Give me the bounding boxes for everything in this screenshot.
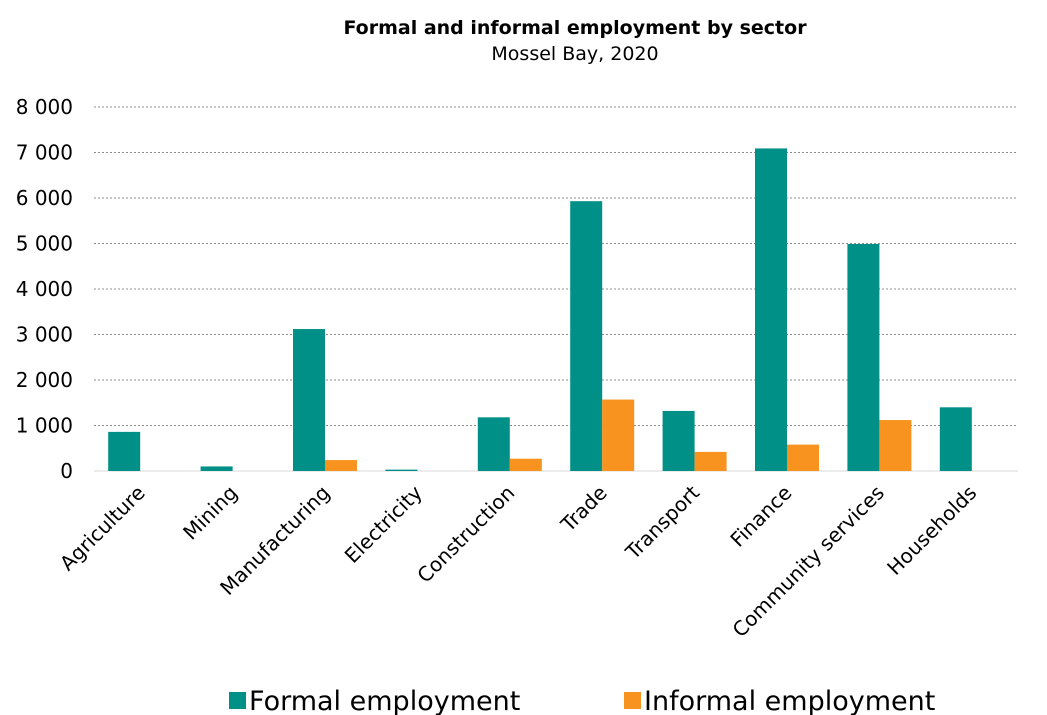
y-tick-label: 0 <box>60 459 73 483</box>
bar-formal-trade <box>570 201 603 471</box>
bars <box>108 148 972 471</box>
y-tick-label: 5 000 <box>16 232 73 256</box>
bar-formal-manufacturing <box>293 329 325 471</box>
x-tick-label: Community services <box>728 481 889 642</box>
x-tick-label: Households <box>882 481 981 580</box>
bar-informal-trade <box>602 399 635 471</box>
bar-formal-households <box>939 407 972 471</box>
y-tick-label: 7 000 <box>16 141 73 165</box>
y-tick-label: 3 000 <box>16 323 73 347</box>
gridlines <box>94 106 1018 426</box>
x-tick-label: Finance <box>725 481 796 552</box>
y-tick-label: 8 000 <box>16 95 73 119</box>
bar-formal-community-services <box>847 243 880 471</box>
bar-formal-agriculture <box>108 431 141 471</box>
bar-informal-construction <box>509 458 542 471</box>
bar-formal-mining <box>200 466 233 471</box>
bar-informal-transport <box>694 451 727 471</box>
x-tick-label: Transport <box>620 480 704 564</box>
bar-formal-transport <box>662 410 695 471</box>
bar-informal-community-services <box>879 420 912 471</box>
bar-formal-electricity <box>385 469 418 471</box>
chart-subtitle: Mossel Bay, 2020 <box>491 43 658 65</box>
legend: Formal employment Informal employment <box>229 686 935 715</box>
bar-formal-construction <box>477 417 510 471</box>
bar-informal-manufacturing <box>325 460 357 471</box>
bar-informal-finance <box>787 444 819 471</box>
legend-label: Formal employment <box>249 686 520 715</box>
chart-title: Formal and informal employment by sector <box>343 17 807 39</box>
y-tick-label: 1 000 <box>16 414 73 438</box>
y-axis-ticks: 0 1 000 2 000 3 000 4 000 5 000 6 000 7 000 8 00… <box>16 95 73 483</box>
y-tick-label: 6 000 <box>16 186 73 210</box>
x-tick-label: Mining <box>178 481 242 545</box>
legend-swatch <box>229 692 246 709</box>
bar-formal-finance <box>755 148 787 471</box>
y-tick-label: 4 000 <box>16 277 73 301</box>
x-tick-label: Agriculture <box>55 481 150 576</box>
legend-swatch <box>624 692 641 709</box>
x-tick-label: Trade <box>555 481 611 537</box>
y-tick-label: 2 000 <box>16 368 73 392</box>
x-tick-label: Electricity <box>340 480 427 567</box>
x-tick-label: Construction <box>412 481 519 588</box>
legend-label: Informal employment <box>644 686 935 715</box>
